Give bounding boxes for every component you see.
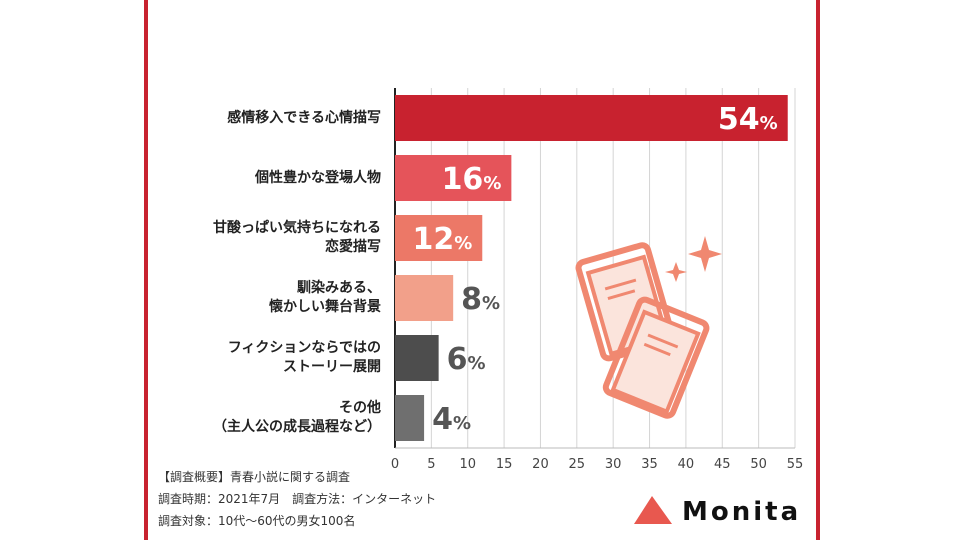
- survey-note-summary: 【調査概要】青春小説に関する調査: [158, 470, 351, 484]
- bar: [395, 155, 512, 201]
- bar: [395, 395, 425, 441]
- category-label: 個性豊かな登場人物: [145, 169, 381, 188]
- x-tick-label: 0: [391, 457, 399, 472]
- card-frame: [144, 0, 820, 540]
- x-tick-label: 5: [427, 457, 435, 472]
- x-tick-label: 25: [569, 457, 586, 472]
- category-label: 感情移入できる心情描写: [145, 109, 381, 128]
- bar: [395, 95, 788, 141]
- bar: [395, 335, 439, 381]
- category-label: 甘酸っぱい気持ちになれる恋愛描写: [145, 219, 381, 257]
- category-label: 馴染みある、懐かしい舞台背景: [145, 279, 381, 317]
- bar-value-label: 54%: [718, 102, 778, 137]
- x-tick-label: 55: [787, 457, 804, 472]
- bar: [395, 215, 483, 261]
- category-label-line: （主人公の成長過程など）: [213, 419, 381, 435]
- bar-value-label: 8%: [461, 282, 500, 317]
- monita-logo-icon: [634, 496, 672, 524]
- category-label-line: 馴染みある、: [297, 280, 381, 296]
- x-tick-label: 10: [459, 457, 476, 472]
- logo-text: Monita: [682, 497, 802, 527]
- category-label-line: 感情移入できる心情描写: [227, 109, 381, 126]
- category-label: その他 （主人公の成長過程など）: [145, 399, 381, 437]
- category-label-line: その他: [339, 400, 381, 416]
- x-tick-label: 30: [605, 457, 622, 472]
- category-label-line: フィクションならではの: [227, 340, 381, 356]
- bar-value-label: 16%: [442, 162, 502, 197]
- bar-value-label: 4%: [432, 402, 471, 437]
- x-tick-label: 45: [714, 457, 731, 472]
- book-illustration: [575, 236, 722, 419]
- x-tick-label: 40: [678, 457, 695, 472]
- category-label-line: 個性豊かな登場人物: [255, 169, 381, 186]
- bar-value-label: 12%: [412, 222, 472, 257]
- chart-title: 青春小説の魅力を教えてください。: [274, 29, 689, 58]
- x-tick-label: 15: [496, 457, 513, 472]
- x-tick-label: 35: [641, 457, 658, 472]
- category-label-line: ストーリー展開: [283, 359, 381, 375]
- bar: [395, 275, 454, 321]
- category-label-line: 甘酸っぱい気持ちになれる: [213, 220, 381, 236]
- category-label: フィクションならではのストーリー展開: [145, 339, 381, 377]
- x-tick-label: 20: [532, 457, 549, 472]
- survey-note-target: 調査対象：10代〜60代の男女100名: [158, 514, 356, 528]
- category-label-line: 恋愛描写: [325, 239, 381, 255]
- survey-note-period: 調査時期：2021年7月 調査方法：インターネット: [158, 492, 437, 506]
- category-label-line: 懐かしい舞台背景: [269, 299, 381, 315]
- x-tick-label: 50: [750, 457, 767, 472]
- bar-value-label: 6%: [447, 342, 486, 377]
